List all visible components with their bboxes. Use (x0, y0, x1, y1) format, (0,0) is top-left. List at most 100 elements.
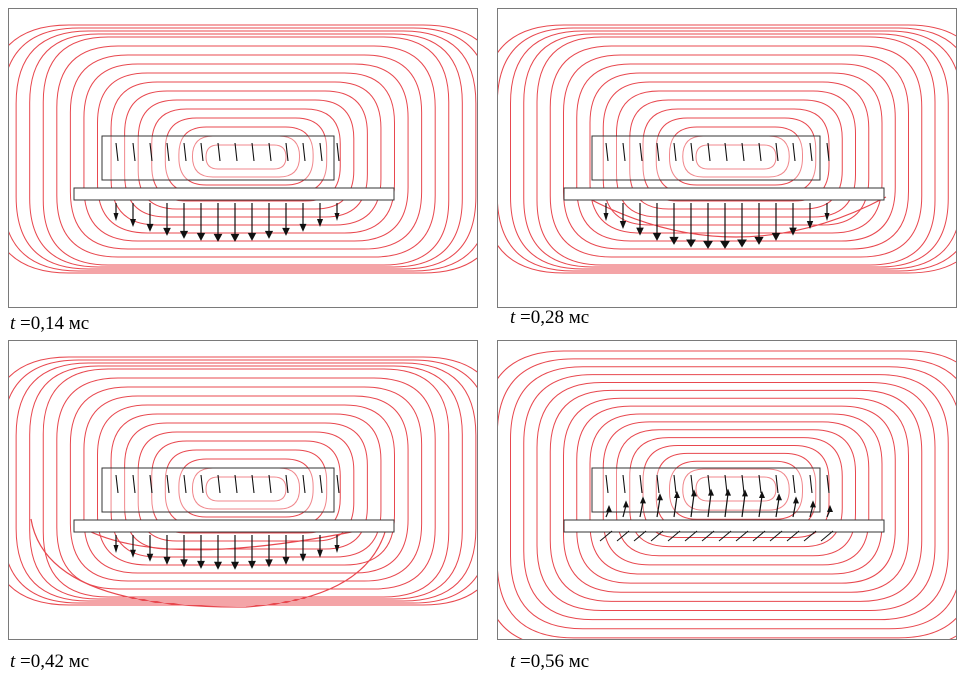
inner-arrow (605, 142, 609, 162)
field-line (589, 72, 883, 234)
coil-rectangle (101, 135, 335, 181)
coil-rectangle (591, 135, 821, 181)
force-arrows-1 (113, 142, 340, 242)
field-line (205, 144, 287, 170)
field-line (124, 422, 368, 550)
field-line (510, 30, 956, 270)
field-lines-2 (498, 24, 956, 274)
field-plot-3 (9, 356, 477, 608)
force-arrow (792, 501, 797, 518)
field-line (629, 437, 843, 548)
time-unit-1: мс (68, 313, 90, 334)
force-arrow-head (720, 240, 730, 249)
force-arrow-head (247, 232, 257, 241)
force-arrow-head (196, 232, 206, 241)
inner-arrow (268, 474, 272, 494)
force-arrow-head (316, 218, 324, 227)
field-line (602, 81, 870, 226)
time-caption-1: t =0,14 мс (10, 313, 89, 335)
force-arrow-head (214, 561, 222, 570)
time-eq-4: = (515, 651, 531, 672)
force-arrow-head (737, 239, 747, 248)
force-arrows-2 (603, 142, 830, 249)
field-line (498, 27, 956, 272)
field-lines-1 (9, 24, 477, 274)
force-arrows-4 (599, 474, 834, 542)
field-line (205, 476, 287, 502)
force-arrow-head (248, 560, 256, 569)
field-line (178, 458, 314, 518)
field-line (110, 413, 382, 558)
field-line (563, 397, 909, 593)
force-arrow-head (652, 232, 662, 241)
field-line (30, 518, 387, 608)
time-eq-3: = (15, 651, 31, 672)
field-line (83, 63, 409, 242)
field-line (83, 395, 409, 574)
coil-rectangle (101, 467, 335, 513)
inner-arrow (200, 142, 204, 162)
plate-bar (73, 519, 395, 533)
force-arrow-head (619, 220, 627, 229)
lower-arrow (786, 530, 800, 542)
field-line (669, 126, 803, 186)
inner-arrow (166, 474, 170, 494)
force-arrow-head (197, 560, 205, 569)
field-line (549, 45, 923, 258)
inner-arrow (639, 474, 643, 494)
force-arrow (707, 493, 712, 518)
force-arrow-head (754, 236, 764, 245)
time-unit-4: мс (568, 651, 590, 672)
time-unit-2: мс (568, 307, 590, 328)
field-line (695, 476, 777, 502)
inner-arrow (758, 474, 762, 494)
time-var-3: t (10, 651, 16, 672)
force-arrow (639, 501, 644, 518)
field-line (69, 54, 423, 250)
time-var-4: t (510, 651, 516, 672)
time-eq-1: = (15, 313, 31, 334)
field-line (42, 36, 450, 266)
inner-arrow (690, 474, 694, 494)
inner-arrow (809, 142, 813, 162)
lower-arrow (718, 530, 732, 542)
force-arrow-head (691, 489, 697, 497)
force-arrow-head (603, 213, 609, 221)
force-arrows-3 (113, 474, 340, 570)
force-arrow-head (282, 227, 290, 236)
time-var-1: t (10, 313, 16, 334)
field-line (498, 358, 956, 639)
force-arrow-head (703, 240, 713, 249)
inner-arrow (268, 142, 272, 162)
time-value-1: 0,14 (30, 313, 64, 334)
field-line (151, 108, 341, 202)
inner-arrow (200, 474, 204, 494)
field-line (137, 99, 355, 210)
field-line (498, 24, 956, 274)
field-line (523, 374, 949, 621)
force-arrow-head (264, 230, 274, 239)
time-caption-2: t =0,28 мс (510, 307, 589, 329)
inner-arrow (251, 142, 255, 162)
inner-arrow (234, 142, 238, 162)
field-plot-1 (9, 24, 477, 274)
force-arrow-head (776, 493, 782, 501)
inner-arrow (639, 142, 643, 162)
field-line (137, 431, 355, 542)
field-line (695, 144, 777, 170)
field-line (110, 81, 382, 226)
force-arrow-head (130, 549, 136, 558)
force-arrow-head (810, 500, 816, 508)
field-line (56, 377, 436, 590)
lower-arrow (769, 530, 783, 542)
force-arrow-head (230, 233, 240, 242)
force-arrow-head (708, 488, 714, 496)
field-line (97, 72, 395, 234)
force-arrow-head (317, 549, 323, 558)
force-arrow-head (334, 213, 340, 221)
field-line (616, 90, 856, 218)
force-arrow-head (213, 233, 223, 242)
inner-arrow (319, 474, 323, 494)
field-line (576, 405, 896, 584)
force-arrow-head (640, 496, 646, 504)
